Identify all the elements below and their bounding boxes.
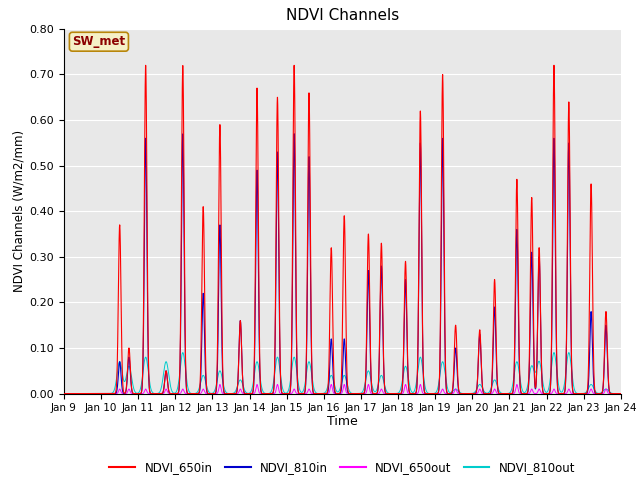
Text: SW_met: SW_met <box>72 35 125 48</box>
NDVI_810out <box>273 356 280 361</box>
NDVI_650in <box>60 391 68 396</box>
Legend: NDVI_650in, NDVI_810in, NDVI_650out, NDVI_810out: NDVI_650in, NDVI_810in, NDVI_650out, NDV… <box>104 456 580 479</box>
Y-axis label: NDVI Channels (W/m2/mm): NDVI Channels (W/m2/mm) <box>12 130 26 292</box>
NDVI_810in <box>617 391 625 396</box>
NDVI_650out <box>273 383 281 389</box>
NDVI_810out <box>422 387 430 393</box>
NDVI_650out <box>60 391 68 396</box>
NDVI_810in <box>422 391 430 396</box>
NDVI_650out <box>161 388 169 394</box>
NDVI_810in <box>476 332 483 338</box>
NDVI_650out <box>476 386 483 392</box>
Line: NDVI_810out: NDVI_810out <box>64 353 621 394</box>
NDVI_810out <box>518 385 525 391</box>
NDVI_650in <box>394 391 402 396</box>
NDVI_810out <box>476 382 483 387</box>
NDVI_810in <box>60 391 68 396</box>
NDVI_810in <box>291 131 298 137</box>
NDVI_810out <box>550 350 558 356</box>
NDVI_650in <box>550 62 558 68</box>
NDVI_650in <box>476 328 483 334</box>
NDVI_650out <box>617 391 625 396</box>
Line: NDVI_650in: NDVI_650in <box>64 65 621 394</box>
NDVI_810out <box>60 391 68 396</box>
NDVI_810in <box>273 181 280 187</box>
Title: NDVI Channels: NDVI Channels <box>286 9 399 24</box>
NDVI_650in <box>518 391 525 396</box>
Line: NDVI_810in: NDVI_810in <box>64 134 621 394</box>
NDVI_650out <box>422 391 430 396</box>
NDVI_810out <box>161 361 169 367</box>
NDVI_650in <box>273 134 280 140</box>
NDVI_650out <box>518 391 525 396</box>
NDVI_650in <box>422 391 430 396</box>
NDVI_650out <box>253 382 261 387</box>
NDVI_650in <box>617 391 625 396</box>
NDVI_810out <box>617 391 625 396</box>
X-axis label: Time: Time <box>327 415 358 428</box>
Line: NDVI_650out: NDVI_650out <box>64 384 621 394</box>
NDVI_810in <box>518 391 525 396</box>
NDVI_650out <box>394 391 402 396</box>
NDVI_810in <box>161 373 169 379</box>
NDVI_650in <box>161 373 169 379</box>
NDVI_810in <box>394 391 402 396</box>
NDVI_810out <box>394 390 402 396</box>
